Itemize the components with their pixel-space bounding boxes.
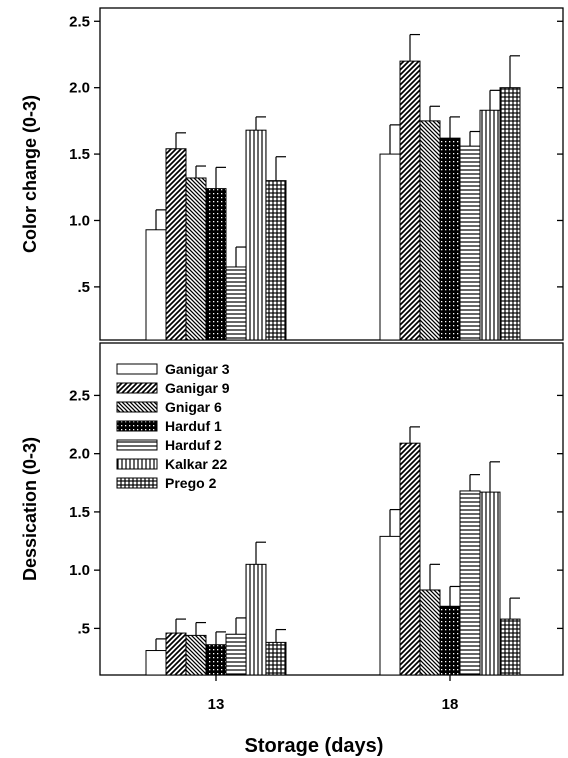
color-change-panel: .5 1.0 1.5 2.0 2.5 Color change (0-3) — [20, 7, 564, 341]
x-axis-title: Storage (days) — [245, 735, 384, 757]
y-tick-label: 1.0 — [69, 212, 90, 229]
bar-gnigar-6-day-13 — [185, 634, 207, 676]
bar-harduf-1-day-18 — [439, 137, 461, 341]
legend-swatch-gnigar-6 — [116, 401, 158, 413]
plot-frame — [99, 7, 564, 341]
legend-label-harduf-1: Harduf 1 — [165, 418, 222, 434]
bar-harduf-2-day-18 — [459, 490, 481, 676]
bar-harduf-2-day-18 — [459, 145, 481, 341]
bar-kalkar-22-day-13 — [245, 129, 267, 341]
y-tick-label: 1.0 — [69, 562, 90, 579]
bar-prego-2-day-18 — [499, 87, 521, 341]
x-axis: 13 18 — [208, 675, 459, 713]
x-tick-label: 13 — [208, 696, 225, 713]
bar-harduf-2-day-13 — [225, 633, 247, 676]
bar-gnigar-6-day-18 — [419, 589, 441, 676]
bar-ganigar-9-day-13 — [165, 148, 187, 341]
legend-swatch-kalkar-22 — [116, 458, 158, 470]
y-tick-label: 2.0 — [69, 80, 90, 97]
y-tick-label: .5 — [77, 620, 90, 637]
bar-ganigar-9-day-18 — [399, 442, 421, 676]
y-tick-label: .5 — [77, 279, 90, 296]
y-tick-label: 1.5 — [69, 504, 90, 521]
legend-swatch-harduf-2 — [116, 439, 158, 451]
legend-label-gnigar-6: Gnigar 6 — [165, 399, 222, 415]
y-tick-label: 2.5 — [69, 387, 90, 404]
plot-frame — [99, 342, 564, 676]
bar-prego-2-day-13 — [265, 641, 287, 676]
bar-prego-2-day-18 — [499, 618, 521, 676]
y-tick-label: 2.5 — [69, 13, 90, 30]
bar-kalkar-22-day-18 — [479, 109, 501, 341]
bar-ganigar-3-day-18 — [379, 153, 401, 341]
y-tick-label: 2.0 — [69, 446, 90, 463]
legend-swatch-ganigar-9 — [116, 382, 158, 394]
legend-swatch-prego-2 — [116, 477, 158, 489]
bar-harduf-2-day-13 — [225, 266, 247, 341]
y-axis-title: Dessication (0-3) — [20, 437, 40, 581]
legend-swatch-ganigar-3 — [116, 363, 158, 375]
legend-label-ganigar-9: Ganigar 9 — [165, 380, 230, 396]
legend: Ganigar 3 Ganigar 9 Gnigar 6 Harduf 1 Harduf… — [116, 361, 230, 491]
bar-ganigar-9-day-13 — [165, 632, 187, 676]
legend-label-ganigar-3: Ganigar 3 — [165, 361, 230, 377]
bar-harduf-1-day-13 — [205, 188, 227, 341]
legend-label-prego-2: Prego 2 — [165, 475, 217, 491]
legend-label-harduf-2: Harduf 2 — [165, 437, 222, 453]
bar-harduf-1-day-18 — [439, 605, 461, 676]
y-axis-title: Color change (0-3) — [20, 95, 40, 253]
bar-harduf-1-day-13 — [205, 644, 227, 676]
bar-gnigar-6-day-18 — [419, 120, 441, 341]
x-tick-label: 18 — [442, 696, 459, 713]
legend-swatch-harduf-1 — [116, 420, 158, 432]
bar-ganigar-3-day-13 — [145, 229, 167, 341]
bar-ganigar-9-day-18 — [399, 60, 421, 341]
bar-kalkar-22-day-13 — [245, 563, 267, 676]
bar-kalkar-22-day-18 — [479, 491, 501, 676]
bar-ganigar-3-day-18 — [379, 535, 401, 676]
y-tick-label: 1.5 — [69, 146, 90, 163]
bar-ganigar-3-day-13 — [145, 650, 167, 676]
dessication-panel: .5 1.0 1.5 2.0 2.5 Dessication (0-3) — [20, 342, 564, 676]
bar-prego-2-day-13 — [265, 180, 287, 341]
legend-label-kalkar-22: Kalkar 22 — [165, 456, 227, 472]
bar-gnigar-6-day-13 — [185, 177, 207, 341]
